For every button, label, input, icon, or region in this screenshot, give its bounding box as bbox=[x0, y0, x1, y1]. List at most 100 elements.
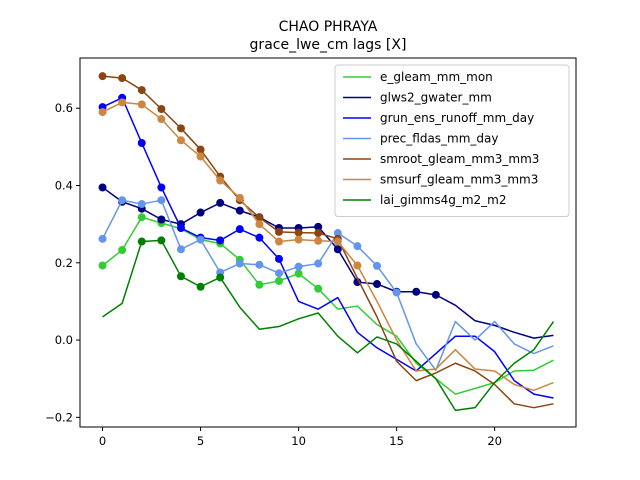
data-point bbox=[235, 225, 244, 234]
data-point bbox=[314, 259, 323, 268]
data-point bbox=[274, 227, 283, 236]
data-point bbox=[255, 233, 264, 242]
data-point bbox=[98, 234, 107, 243]
data-point bbox=[118, 196, 127, 205]
legend: e_gleam_mm_mon glws2_gwater_mm grun_ens_ru… bbox=[334, 64, 570, 217]
data-point bbox=[98, 108, 107, 117]
series-line bbox=[102, 239, 555, 412]
data-point bbox=[157, 196, 166, 205]
data-point bbox=[235, 193, 244, 202]
data-point bbox=[235, 206, 244, 215]
data-point bbox=[118, 246, 127, 255]
y-tick-label: 0.2 bbox=[55, 256, 73, 270]
data-point bbox=[137, 86, 146, 95]
data-point bbox=[294, 269, 303, 278]
data-point bbox=[137, 213, 146, 222]
data-point bbox=[216, 176, 225, 185]
data-point bbox=[314, 284, 323, 293]
y-tick-label: 0.4 bbox=[55, 179, 73, 193]
data-point bbox=[274, 237, 283, 246]
data-point bbox=[255, 213, 264, 222]
data-point bbox=[196, 235, 205, 244]
axes-frame bbox=[79, 57, 577, 428]
x-tick-label: 5 bbox=[197, 434, 204, 448]
legend-label: lai_gimms4g_m2_m2 bbox=[380, 193, 507, 207]
x-tick-label: 10 bbox=[291, 434, 306, 448]
data-point bbox=[353, 261, 362, 270]
data-point bbox=[373, 261, 382, 270]
x-tick-label: 20 bbox=[487, 434, 502, 448]
series-line bbox=[102, 75, 554, 409]
x-tick-label: 15 bbox=[389, 434, 404, 448]
data-point bbox=[314, 229, 323, 238]
legend-label: prec_fldas_mm_day bbox=[380, 132, 499, 146]
data-point bbox=[392, 288, 401, 297]
data-point bbox=[333, 229, 342, 238]
data-point bbox=[157, 236, 166, 245]
data-point bbox=[314, 222, 323, 231]
data-point bbox=[255, 280, 264, 289]
series-smsurf_gleam_mm3_mm3 bbox=[98, 98, 554, 392]
data-point bbox=[373, 280, 382, 289]
x-axis: 0 5 10 15 20 bbox=[99, 427, 502, 448]
series-line bbox=[102, 97, 554, 399]
data-point bbox=[157, 183, 166, 192]
data-point bbox=[176, 272, 185, 281]
y-axis: −0.2 0.0 0.2 0.4 0.6 bbox=[45, 101, 80, 424]
data-point bbox=[98, 183, 107, 192]
series-lai_gimms4g_m2_m2 bbox=[102, 236, 555, 412]
data-point bbox=[255, 220, 264, 229]
data-point bbox=[176, 136, 185, 145]
y-tick-label: −0.2 bbox=[45, 410, 73, 424]
data-point bbox=[255, 260, 264, 269]
data-point bbox=[137, 139, 146, 148]
legend-label: smsurf_gleam_mm3_mm3 bbox=[380, 173, 538, 187]
data-point bbox=[118, 74, 127, 83]
data-point bbox=[333, 245, 342, 254]
data-point bbox=[353, 242, 362, 251]
data-point bbox=[412, 287, 421, 296]
legend-box bbox=[334, 64, 570, 217]
data-point bbox=[294, 235, 303, 244]
data-point bbox=[118, 98, 127, 107]
data-point bbox=[176, 124, 185, 133]
data-point bbox=[176, 224, 185, 233]
series-line bbox=[102, 101, 554, 392]
data-point bbox=[216, 198, 225, 207]
data-point bbox=[157, 215, 166, 224]
data-point bbox=[274, 276, 283, 285]
legend-label: e_gleam_mm_mon bbox=[380, 70, 493, 84]
chart-title: CHAO PHRAYA bbox=[279, 19, 378, 35]
data-point bbox=[274, 254, 283, 263]
data-point bbox=[216, 273, 225, 282]
data-point bbox=[137, 200, 146, 209]
data-point bbox=[98, 72, 107, 81]
data-point bbox=[314, 236, 323, 245]
data-point bbox=[98, 261, 107, 270]
series-smroot_gleam_mm3_mm3 bbox=[98, 72, 554, 409]
legend-label: smroot_gleam_mm3_mm3 bbox=[380, 152, 539, 166]
data-point bbox=[353, 278, 362, 287]
data-point bbox=[157, 115, 166, 124]
data-point bbox=[235, 259, 244, 268]
data-point bbox=[196, 208, 205, 217]
plot-area bbox=[98, 72, 555, 412]
data-point bbox=[333, 237, 342, 246]
data-point bbox=[196, 152, 205, 161]
data-point bbox=[137, 100, 146, 109]
x-tick-label: 0 bbox=[99, 434, 106, 448]
data-point bbox=[294, 262, 303, 271]
data-point bbox=[274, 269, 283, 278]
data-point bbox=[196, 282, 205, 291]
data-point bbox=[431, 290, 440, 299]
chart-subtitle: grace_lwe_cm lags [X] bbox=[250, 37, 407, 53]
data-point bbox=[176, 245, 185, 254]
data-point bbox=[196, 145, 205, 154]
data-point bbox=[157, 105, 166, 114]
legend-label: glws2_gwater_mm bbox=[380, 91, 492, 105]
legend-label: grun_ens_runoff_mm_day bbox=[380, 111, 534, 125]
data-point bbox=[294, 228, 303, 237]
y-tick-label: 0.0 bbox=[55, 333, 73, 347]
y-tick-label: 0.6 bbox=[55, 101, 73, 115]
